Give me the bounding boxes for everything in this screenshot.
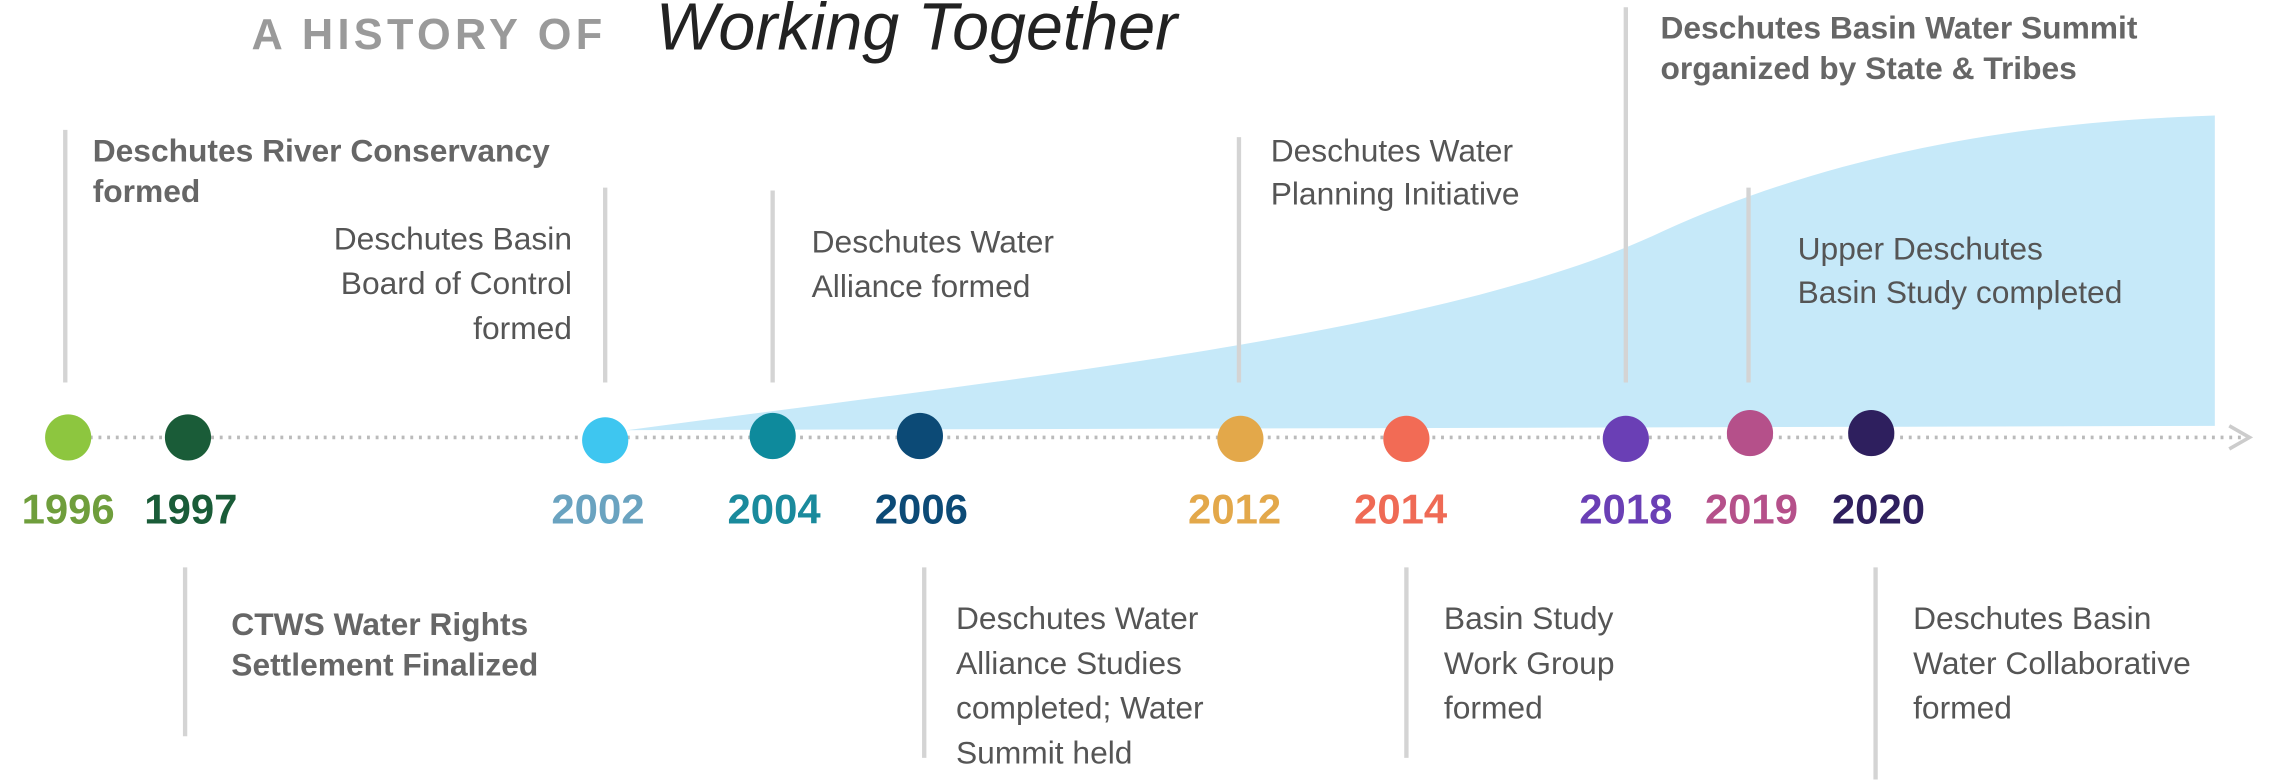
event-year: 2018 xyxy=(1579,486,1672,533)
event-label: Basin Study xyxy=(1444,600,1614,636)
event-year: 2014 xyxy=(1354,486,1448,533)
event-label: Basin Study completed xyxy=(1798,274,2123,310)
event-year: 2020 xyxy=(1832,486,1925,533)
event-label: organized by State & Tribes xyxy=(1660,50,2076,86)
event-label: formed xyxy=(1444,690,1543,726)
title-main: Working Together xyxy=(656,0,1180,64)
event-label: Work Group xyxy=(1444,645,1615,681)
event-label: formed xyxy=(93,173,201,209)
event-label: Alliance Studies xyxy=(956,645,1182,681)
event-dot xyxy=(582,417,629,464)
axis-arrow xyxy=(2228,424,2254,451)
event-label: Deschutes Water xyxy=(812,223,1055,259)
event-year: 2004 xyxy=(728,486,822,533)
event-label: Deschutes River Conservancy xyxy=(93,132,550,168)
event-label: Upper Deschutes xyxy=(1798,231,2043,267)
event-label: Board of Control xyxy=(341,265,572,301)
event-dot xyxy=(749,412,796,460)
event-year: 1996 xyxy=(22,486,115,533)
title-prefix: A HISTORY OF xyxy=(252,11,607,59)
event-year: 2019 xyxy=(1705,486,1798,533)
event-year: 2006 xyxy=(875,486,968,533)
event-label: Settlement Finalized xyxy=(231,646,538,682)
event-label: CTWS Water Rights xyxy=(231,606,528,642)
event-label: Deschutes Basin Water Summit xyxy=(1660,10,2137,46)
event-dot xyxy=(1602,415,1649,462)
event-label: Deschutes Water xyxy=(956,600,1199,636)
event-dot xyxy=(45,414,92,461)
event-label: Water Collaborative xyxy=(1913,645,2191,681)
growth-area xyxy=(605,115,2215,434)
event-label: Deschutes Basin xyxy=(334,220,572,256)
event-label: Planning Initiative xyxy=(1271,176,1520,212)
event-year: 1997 xyxy=(144,486,237,533)
event-label: Deschutes Water xyxy=(1271,132,1514,168)
event-label: completed; Water xyxy=(956,690,1204,726)
event-label: Alliance formed xyxy=(812,268,1031,304)
event-dot xyxy=(164,414,212,461)
event-label: formed xyxy=(1913,690,2012,726)
event-dot xyxy=(1217,415,1264,462)
event-label: Deschutes Basin xyxy=(1913,600,2151,636)
event-label: formed xyxy=(473,310,572,346)
event-dot xyxy=(896,412,943,460)
event-dot xyxy=(1383,415,1430,462)
event-dot xyxy=(1848,409,1895,457)
event-dot xyxy=(1726,409,1774,457)
event-label: Summit held xyxy=(956,734,1132,770)
event-year: 2012 xyxy=(1188,486,1281,533)
event-year: 2002 xyxy=(551,486,644,533)
